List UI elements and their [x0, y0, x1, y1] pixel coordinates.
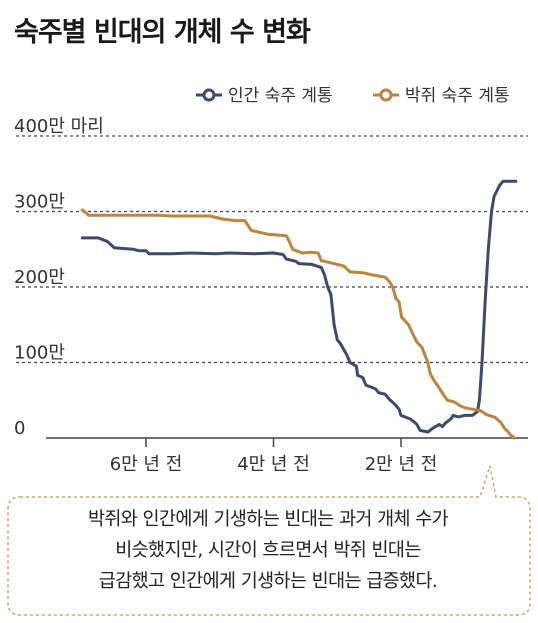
legend-marker	[379, 88, 393, 102]
series-line-bat	[80, 208, 516, 440]
legend-human: 인간 숙주 계통	[196, 86, 333, 106]
note-text: 박쥐와 인간에게 기생하는 빈대는 과거 개체 수가 비슷했지만, 시간이 흐르…	[14, 504, 522, 597]
note-callout	[7, 465, 531, 616]
x-tick-label: 6만 년 전	[110, 454, 183, 475]
y-tick-label: 0	[14, 418, 25, 439]
y-tick-label: 400만 마리	[14, 116, 104, 137]
note-line: 급감했고 인간에게 기생하는 빈대는 급증했다.	[98, 571, 438, 592]
legend-marker	[202, 88, 216, 102]
y-tick-label: 100만	[14, 343, 65, 364]
note-box	[7, 465, 531, 616]
x-axis-labels: 4만 년 전 6만 년 전 2만 년 전	[110, 438, 438, 475]
x-tick-label: 2만 년 전	[365, 454, 438, 475]
y-axis-labels: 0 100만 200만 300만 400만 마리	[14, 116, 104, 439]
legend-label: 박쥐 숙주 계통	[405, 86, 510, 106]
series-lines	[80, 179, 518, 440]
x-tick-label: 4만 년 전	[237, 454, 310, 475]
legend: 인간 숙주 계통 박쥐 숙주 계통	[196, 86, 510, 106]
legend-bat: 박쥐 숙주 계통	[373, 86, 510, 106]
legend-label: 인간 숙주 계통	[228, 86, 333, 106]
series-line-human	[80, 179, 518, 434]
note-line: 비슷했지만, 시간이 흐르면서 박쥐 빈대는	[115, 540, 421, 561]
note-line: 박쥐와 인간에게 기생하는 빈대는 과거 개체 수가	[87, 509, 449, 530]
page-title: 숙주별 빈대의 개체 수 변화	[14, 17, 311, 48]
y-tick-label: 200만	[14, 267, 65, 288]
y-tick-label: 300만	[14, 192, 65, 213]
grid	[16, 135, 528, 364]
